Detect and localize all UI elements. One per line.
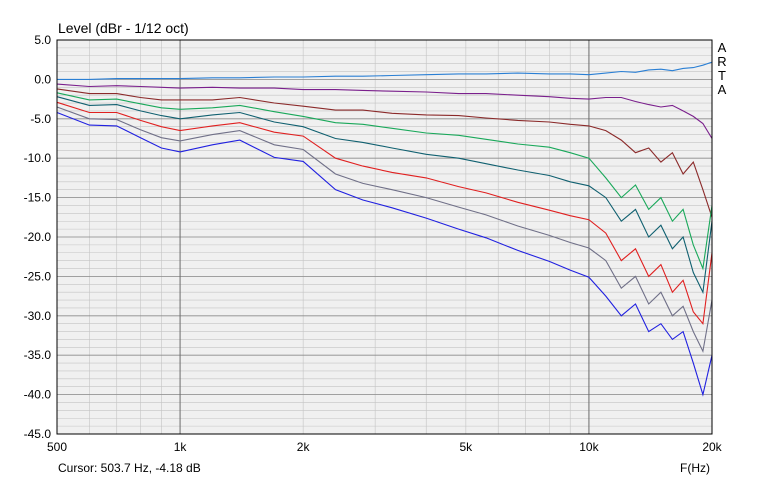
y-tick-label: -25.0 [24,269,52,283]
y-tick-label: 0.0 [34,72,51,86]
x-tick-label: 2k [297,440,311,454]
y-tick-label: -30.0 [24,309,52,323]
x-axis-label: F(Hz) [680,461,710,475]
brand-letter: A [717,82,727,97]
series-line-4 [56,92,713,271]
x-tick-label: 20k [702,440,722,454]
y-tick-label: -20.0 [24,230,52,244]
series-line-2 [56,83,713,139]
y-tick-label: 5.0 [34,33,51,47]
series-line-5 [56,96,713,295]
brand-letter: T [718,68,726,83]
series-line-6 [56,101,713,326]
y-tick-label: -5.0 [30,112,51,126]
x-tick-label: 10k [579,440,599,454]
y-tick-label: -45.0 [24,427,52,441]
cursor-readout: Cursor: 503.7 Hz, -4.18 dB [58,461,201,475]
brand-letter: R [717,54,727,69]
series-line-8 [56,111,713,397]
brand-logo: A R T A [716,41,728,97]
series-line-3 [56,88,713,218]
series-line-1 [57,61,713,80]
y-tick-label: -10.0 [24,151,52,165]
series-line-7 [56,106,713,354]
chart-title: Level (dBr - 1/12 oct) [58,20,189,36]
x-tick-label: 500 [47,440,67,454]
plot-frame [56,39,713,435]
brand-letter: A [717,40,727,55]
y-tick-label: -35.0 [24,348,52,362]
x-tick-label: 5k [460,440,474,454]
x-tick-label: 1k [174,440,188,454]
y-tick-label: -15.0 [24,191,52,205]
y-tick-label: -40.0 [24,388,52,402]
